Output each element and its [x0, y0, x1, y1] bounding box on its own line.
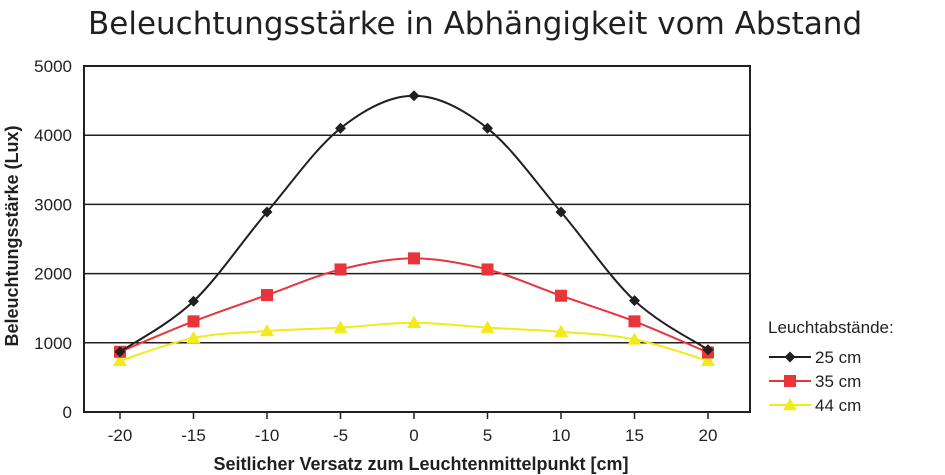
data-point-35-cm — [481, 263, 494, 276]
data-point-25-cm — [629, 295, 640, 307]
x-tick-label: 10 — [552, 426, 571, 445]
plot-frame — [83, 65, 751, 413]
series-line-44-cm — [119, 321, 709, 362]
legend-label-44-cm: 44 cm — [815, 396, 861, 415]
data-point-35-cm — [334, 263, 347, 276]
x-tick-label: -20 — [108, 426, 133, 445]
x-tick-label: 0 — [409, 426, 418, 445]
legend-marker-44-cm — [783, 398, 797, 411]
data-point-35-cm — [628, 315, 641, 328]
y-tick-label: 1000 — [34, 334, 72, 353]
data-point-44-cm — [701, 353, 715, 367]
legend-label-25-cm: 25 cm — [815, 348, 861, 367]
legend-title: Leuchtabstände: — [768, 318, 894, 337]
data-point-25-cm — [188, 295, 199, 307]
x-tick-label: -10 — [255, 426, 280, 445]
data-point-44-cm — [554, 324, 568, 337]
legend-item-44-cm: 44 cm — [769, 396, 861, 415]
chart-title: Beleuchtungsstärke in Abhängigkeit vom A… — [88, 6, 862, 42]
y-tick-label: 4000 — [34, 126, 72, 145]
data-point-35-cm — [187, 315, 200, 328]
data-point-25-cm — [555, 206, 567, 218]
plot-area: 0 1000 2000 3000 4000 5000 -20 -15 -10 -5 0 5 10 15 20 — [34, 57, 751, 445]
data-point-35-cm — [261, 289, 273, 302]
data-point-25-cm — [702, 344, 714, 356]
series-line-25-cm — [119, 94, 709, 353]
y-tick-label: 3000 — [34, 195, 72, 214]
data-point-35-cm — [555, 289, 567, 302]
series-25-cm — [114, 90, 714, 358]
data-point-25-cm — [335, 122, 346, 134]
legend-marker-35-cm — [784, 375, 796, 387]
y-tick-label: 5000 — [34, 57, 72, 76]
data-point-25-cm — [114, 346, 126, 358]
data-point-25-cm — [482, 122, 493, 134]
data-point-35-cm — [408, 252, 420, 265]
data-point-44-cm — [407, 315, 421, 328]
data-point-44-cm — [186, 330, 201, 344]
y-axis-label: Beleuchtungsstärke (Lux) — [2, 125, 22, 346]
data-point-44-cm — [113, 353, 127, 367]
data-point-44-cm — [627, 332, 642, 345]
data-point-25-cm — [261, 206, 273, 218]
series-44-cm — [113, 315, 715, 367]
y-tick-label: 0 — [63, 403, 72, 422]
legend-item-35-cm: 35 cm — [769, 372, 861, 391]
x-tick-label: 20 — [699, 426, 718, 445]
y-tick-label: 2000 — [34, 265, 72, 284]
data-point-44-cm — [333, 320, 348, 333]
x-tick-label: -15 — [181, 426, 206, 445]
data-point-44-cm — [480, 320, 495, 333]
legend: Leuchtabstände: 25 cm 35 cm 44 cm — [768, 318, 894, 415]
data-point-25-cm — [408, 90, 420, 102]
legend-item-25-cm: 25 cm — [769, 348, 861, 367]
data-point-44-cm — [260, 324, 274, 337]
legend-label-35-cm: 35 cm — [815, 372, 861, 391]
x-axis-label: Seitlicher Versatz zum Leuchtenmittelpun… — [213, 454, 628, 474]
x-tick-label: -5 — [333, 426, 348, 445]
x-tick-label: 15 — [625, 426, 644, 445]
x-tick-label: 5 — [483, 426, 492, 445]
series-line-35-cm — [119, 257, 709, 354]
legend-marker-25-cm — [784, 351, 796, 363]
